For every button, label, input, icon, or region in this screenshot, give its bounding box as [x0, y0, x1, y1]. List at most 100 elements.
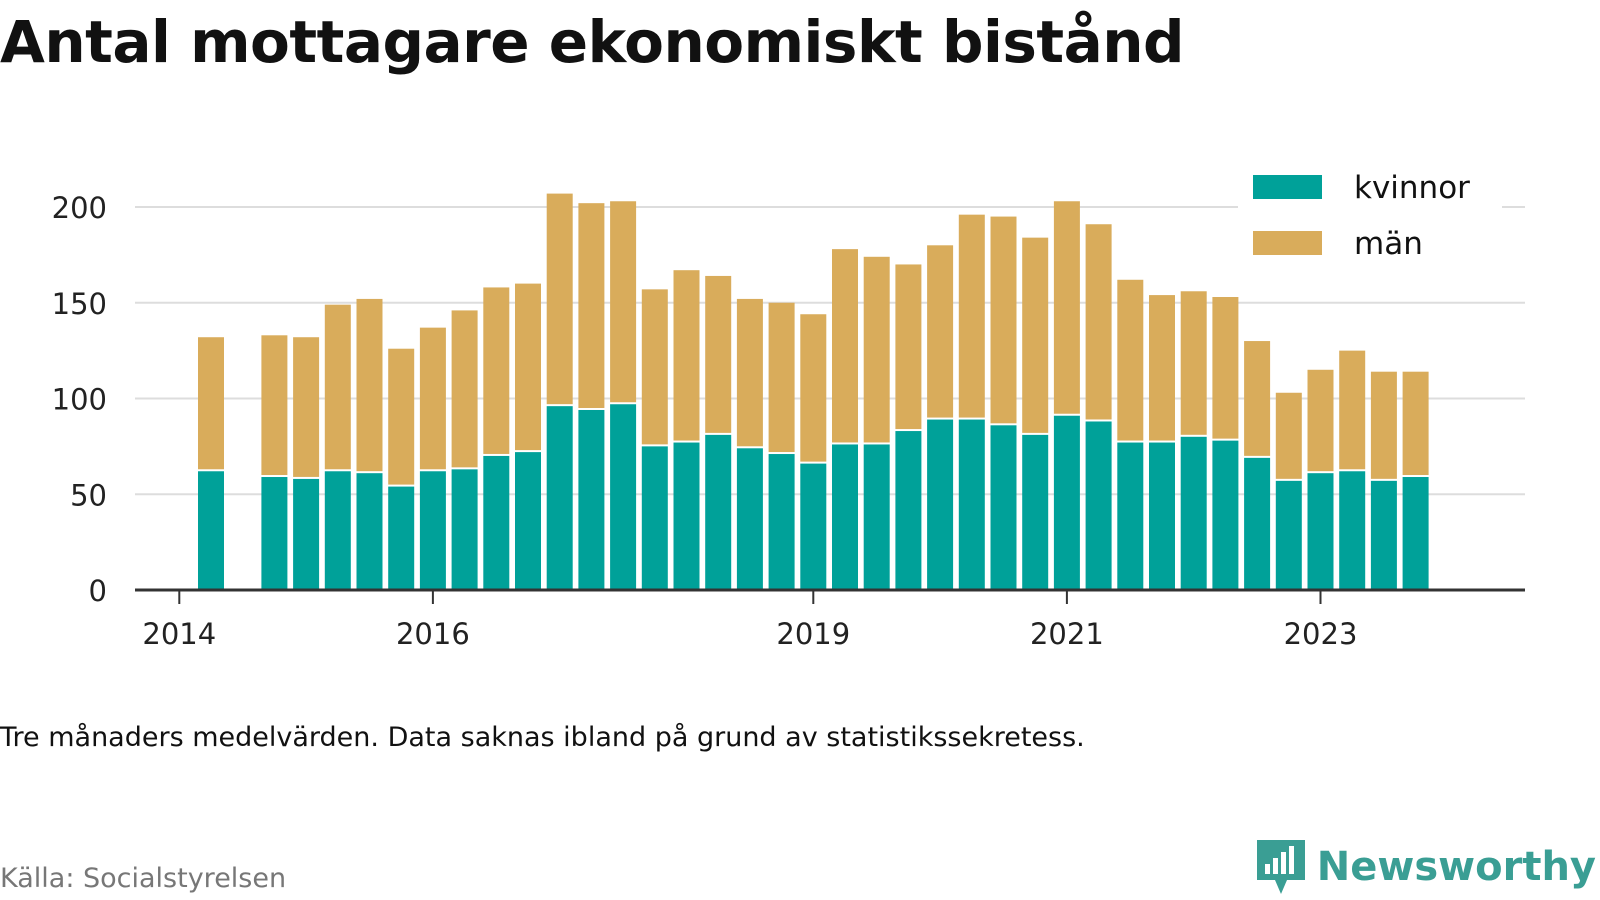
bar-kvinnor	[1212, 440, 1239, 590]
y-tick-label: 150	[52, 287, 107, 321]
bar-kvinnor	[1402, 477, 1429, 590]
bar-man	[293, 337, 320, 477]
bar-kvinnor	[419, 471, 446, 590]
bar-man	[1212, 297, 1239, 439]
bar-kvinnor	[261, 477, 288, 590]
bar-man	[324, 304, 351, 470]
bar-kvinnor	[546, 406, 573, 590]
bar-man	[863, 256, 890, 443]
bar-kvinnor	[483, 455, 510, 590]
y-tick-label: 50	[70, 478, 107, 512]
bar-kvinnor	[1307, 473, 1334, 590]
legend: kvinnor män	[1238, 160, 1502, 278]
bar-kvinnor	[324, 471, 351, 590]
bar-kvinnor	[198, 471, 224, 590]
bar-kvinnor	[610, 404, 637, 590]
bar-man	[483, 287, 510, 454]
bar-man	[895, 264, 922, 430]
bar-kvinnor	[1339, 471, 1366, 590]
y-tick-label: 0	[89, 574, 107, 608]
bar-man	[768, 302, 795, 453]
bar-man	[1053, 201, 1080, 414]
bar-kvinnor	[1085, 421, 1112, 590]
bar-kvinnor	[293, 478, 320, 590]
newsworthy-brand: Newsworthy	[1255, 838, 1596, 896]
bar-kvinnor	[1149, 442, 1175, 590]
brand-name: Newsworthy	[1316, 844, 1596, 890]
chart-title: Antal mottagare ekonomiskt bistånd	[0, 8, 1185, 76]
bar-man	[958, 214, 985, 418]
bar-man	[705, 275, 732, 433]
x-tick-label: 2023	[1284, 617, 1358, 651]
bar-man	[1402, 371, 1429, 476]
y-axis-ticks: 0 50 100 150 200	[52, 191, 107, 608]
bar-man	[673, 270, 700, 441]
bar-man	[736, 298, 763, 447]
bar-man	[356, 298, 383, 472]
legend-swatch	[1253, 231, 1322, 255]
bar-man	[1022, 237, 1049, 433]
bar-man	[641, 289, 668, 445]
bar-kvinnor	[515, 452, 541, 590]
bar-kvinnor	[1370, 480, 1397, 590]
bar-man	[990, 216, 1017, 424]
bar-kvinnor	[1275, 480, 1302, 590]
bar-man	[1275, 392, 1302, 479]
newsworthy-logo-icon	[1256, 840, 1305, 894]
bar-kvinnor	[705, 434, 732, 590]
bar-man	[419, 327, 446, 470]
bar-kvinnor	[863, 444, 890, 590]
bar-kvinnor	[927, 419, 954, 590]
legend-swatch	[1253, 175, 1322, 199]
bar-man	[451, 310, 478, 468]
bar-kvinnor	[673, 442, 700, 590]
bar-man	[1117, 279, 1144, 441]
legend-label: män	[1354, 226, 1423, 262]
bar-kvinnor	[832, 444, 858, 590]
bar-kvinnor	[1022, 434, 1049, 590]
bar-chart: 0 50 100 150 200 2014 2016 2019 2021 2023 kvinno…	[51, 160, 1525, 651]
bar-kvinnor	[990, 425, 1017, 590]
source-note: Källa: Socialstyrelsen	[0, 863, 287, 894]
x-tick-label: 2019	[776, 617, 850, 651]
bar-kvinnor	[768, 454, 795, 590]
bar-kvinnor	[1117, 442, 1144, 590]
bar-kvinnor	[1053, 415, 1080, 590]
bar-man	[1149, 295, 1175, 441]
bar-man	[261, 335, 288, 476]
x-tick-label: 2016	[396, 617, 470, 651]
bar-kvinnor	[388, 486, 415, 590]
bar-man	[832, 249, 858, 443]
bar-man	[1180, 291, 1207, 435]
bar-man	[1370, 371, 1397, 479]
bar-man	[1085, 224, 1112, 420]
bar-man	[610, 201, 637, 403]
bar-kvinnor	[736, 448, 763, 590]
bar-man	[578, 203, 605, 408]
bar-kvinnor	[895, 431, 922, 590]
legend-label: kvinnor	[1354, 170, 1470, 206]
bar-kvinnor	[451, 469, 478, 590]
bar-man	[546, 193, 573, 405]
bar-man	[1307, 369, 1334, 472]
bar-kvinnor	[800, 463, 827, 590]
x-tick-label: 2021	[1030, 617, 1104, 651]
bar-kvinnor	[1244, 457, 1271, 590]
bar-kvinnor	[641, 446, 668, 590]
bar-kvinnor	[356, 473, 383, 590]
bar-kvinnor	[578, 409, 605, 590]
bar-man	[515, 283, 541, 451]
x-tick-label: 2014	[142, 617, 216, 651]
y-tick-label: 100	[52, 383, 107, 417]
bar-kvinnor	[958, 419, 985, 590]
bar-man	[1339, 350, 1366, 470]
y-tick-label: 200	[52, 191, 107, 225]
bars	[198, 193, 1429, 590]
bar-man	[927, 245, 954, 418]
bar-man	[198, 337, 224, 470]
x-axis: 2014 2016 2019 2021 2023	[135, 588, 1525, 651]
bar-man	[388, 348, 415, 485]
chart-caption: Tre månaders medelvärden. Data saknas ib…	[0, 722, 1085, 753]
bar-man	[800, 314, 827, 462]
bar-man	[1244, 341, 1271, 456]
